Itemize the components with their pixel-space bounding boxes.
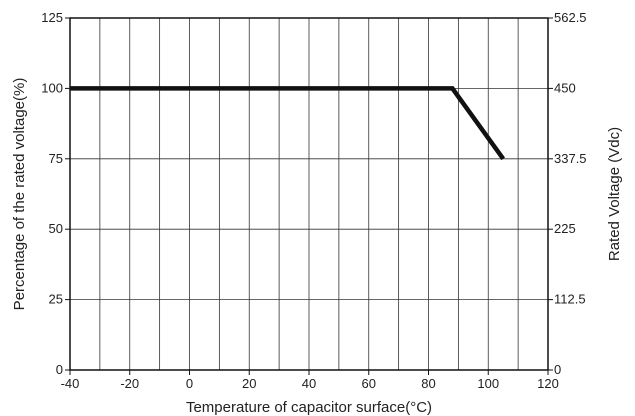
x-tick-label: 40 (302, 376, 316, 391)
y-tick-label: 50 (49, 221, 63, 236)
y-axis-tick-labels: 0 25 50 75 100 125 (41, 10, 70, 377)
y2-tick-label: 0 (554, 362, 561, 377)
x-axis-label: Temperature of capacitor surface(°C) (186, 399, 432, 416)
y-tick-label: 25 (49, 292, 63, 307)
x-tick-label: 60 (362, 376, 376, 391)
x-tick-label: 0 (186, 376, 193, 391)
y2-axis-label: Rated Voltage (Vdc) (606, 127, 623, 261)
x-tick-label: 80 (421, 376, 435, 391)
y2-axis-tick-labels: 0 112.5 225 337.5 450 562.5 (548, 10, 587, 377)
y-tick-label: 75 (49, 151, 63, 166)
y-tick-label: 0 (56, 362, 63, 377)
x-axis-tick-labels: -40 -20 0 20 40 60 80 100 120 (61, 370, 559, 391)
y-tick-label: 100 (41, 80, 63, 95)
x-tick-label: 120 (537, 376, 559, 391)
y-axis-label: Percentage of the rated voltage(%) (11, 78, 28, 311)
x-tick-label: -20 (120, 376, 139, 391)
y2-tick-label: 562.5 (554, 10, 587, 25)
chart-grid (70, 18, 548, 370)
y2-tick-label: 337.5 (554, 151, 587, 166)
y-tick-label: 125 (41, 10, 63, 25)
derating-curve (70, 86, 506, 161)
y2-tick-label: 450 (554, 80, 576, 95)
y2-tick-label: 112.5 (554, 292, 586, 307)
y2-tick-label: 225 (554, 221, 576, 236)
x-tick-label: 20 (242, 376, 256, 391)
x-tick-label: -40 (61, 376, 80, 391)
series-layer (70, 86, 506, 161)
x-tick-label: 100 (477, 376, 499, 391)
